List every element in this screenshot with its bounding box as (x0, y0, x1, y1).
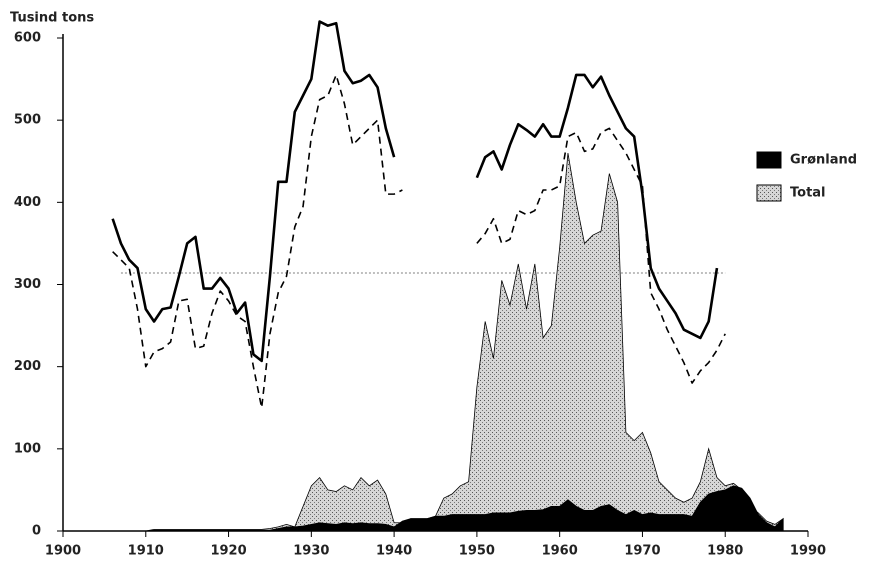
x-tick-label: 1900 (45, 544, 81, 559)
x-tick-label: 1920 (210, 544, 246, 559)
x-tick-label: 1960 (542, 544, 578, 559)
y-tick-label: 200 (14, 359, 41, 374)
y-tick-label: 300 (14, 277, 41, 292)
legend-label: Grønland (790, 153, 857, 168)
x-tick-label: 1930 (293, 544, 329, 559)
y-tick-label: 0 (32, 524, 41, 539)
line (476, 127, 726, 384)
y-tick-label: 400 (14, 195, 41, 210)
y-axis-label: Tusind tons (10, 11, 94, 26)
x-tick-label: 1990 (790, 544, 826, 559)
y-tick-label: 100 (14, 441, 41, 456)
legend-swatch (756, 151, 782, 169)
y-tick-label: 500 (14, 113, 41, 128)
x-tick-label: 1940 (376, 544, 412, 559)
y-tick-label: 600 (14, 31, 41, 46)
x-tick-label: 1970 (624, 544, 660, 559)
line (112, 74, 403, 409)
x-tick-label: 1910 (128, 544, 164, 559)
x-tick-label: 1980 (707, 544, 743, 559)
x-tick-label: 1950 (459, 544, 495, 559)
area (145, 152, 784, 532)
legend-label: Total (790, 186, 826, 201)
area (145, 485, 784, 532)
line (475, 73, 719, 340)
legend-swatch (756, 184, 782, 202)
line (111, 20, 396, 363)
